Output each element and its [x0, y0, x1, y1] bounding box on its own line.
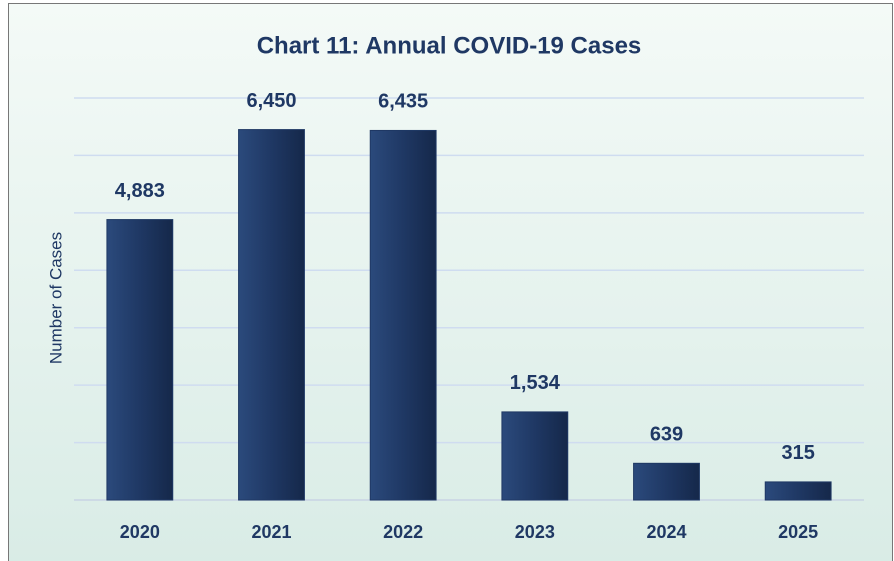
y-axis-label: Number of Cases	[46, 232, 65, 364]
data-label: 4,883	[115, 180, 165, 202]
chart-title: Chart 11: Annual COVID-19 Cases	[257, 32, 642, 59]
bar	[238, 129, 305, 501]
x-tick-label: 2021	[251, 522, 291, 542]
bar	[501, 411, 569, 501]
bar	[633, 462, 700, 501]
bar	[106, 219, 174, 501]
x-tick-label: 2020	[120, 522, 160, 542]
data-label: 639	[650, 424, 683, 446]
bar	[764, 481, 832, 501]
data-label: 6,450	[246, 90, 296, 112]
bar	[369, 129, 437, 501]
x-tick-label: 2025	[778, 522, 818, 542]
x-tick-label: 2023	[515, 522, 555, 542]
x-tick-label: 2022	[383, 522, 423, 542]
x-tick-label: 2024	[646, 522, 686, 542]
data-label: 1,534	[510, 372, 561, 394]
data-label: 315	[781, 442, 814, 464]
data-label: 6,435	[378, 91, 428, 113]
